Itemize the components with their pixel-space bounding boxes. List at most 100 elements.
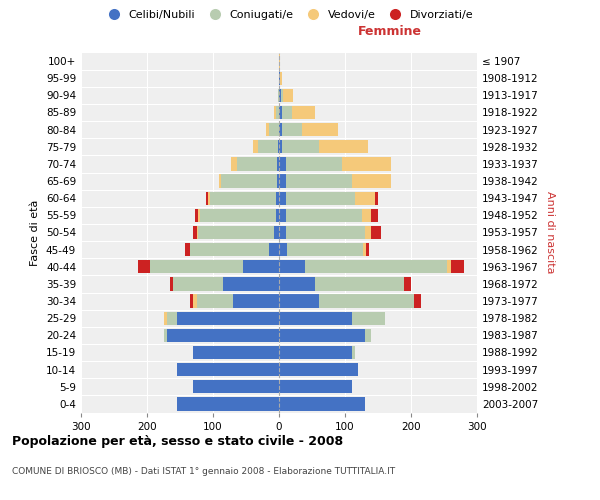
Y-axis label: Anni di nascita: Anni di nascita (545, 191, 555, 274)
Bar (305, 260, 447, 274)
Bar (279, 346, 352, 359)
Bar (371, 226, 382, 239)
Bar (319, 294, 415, 308)
Bar (280, 72, 283, 85)
Bar (279, 174, 286, 188)
Bar (150, 260, 242, 274)
Bar (238, 157, 277, 170)
Bar (276, 192, 279, 205)
Bar (278, 88, 279, 102)
Bar (281, 88, 283, 102)
Bar (193, 346, 279, 359)
Bar (286, 208, 361, 222)
Bar (233, 294, 279, 308)
Bar (231, 157, 238, 170)
Bar (279, 226, 286, 239)
Y-axis label: Fasce di età: Fasce di età (31, 200, 40, 266)
Bar (163, 328, 167, 342)
Bar (176, 363, 279, 376)
Bar (190, 243, 269, 256)
Bar (198, 226, 274, 239)
Bar (206, 192, 208, 205)
Bar (292, 106, 316, 119)
Bar (279, 312, 352, 325)
Text: Popolazione per età, sesso e stato civile - 2008: Popolazione per età, sesso e stato civil… (12, 435, 343, 448)
Bar (366, 243, 370, 256)
Bar (197, 226, 198, 239)
Bar (279, 260, 305, 274)
Bar (279, 72, 280, 85)
Legend: Celibi/Nubili, Coniugati/e, Vedovi/e, Divorziati/e: Celibi/Nubili, Coniugati/e, Vedovi/e, Di… (98, 6, 478, 25)
Bar (170, 277, 173, 290)
Bar (279, 54, 280, 68)
Bar (193, 294, 197, 308)
Bar (163, 312, 167, 325)
Bar (223, 277, 279, 290)
Bar (173, 277, 223, 290)
Bar (287, 243, 363, 256)
Bar (279, 294, 319, 308)
Bar (242, 260, 279, 274)
Bar (200, 208, 276, 222)
Bar (167, 312, 176, 325)
Bar (286, 157, 342, 170)
Bar (355, 192, 374, 205)
Bar (219, 174, 221, 188)
Bar (279, 328, 365, 342)
Bar (176, 312, 279, 325)
Bar (193, 226, 197, 239)
Bar (195, 208, 199, 222)
Bar (176, 397, 279, 410)
Text: Femmine: Femmine (358, 25, 422, 38)
Bar (361, 208, 371, 222)
Bar (193, 380, 279, 394)
Bar (279, 363, 358, 376)
Bar (208, 192, 210, 205)
Bar (279, 192, 286, 205)
Bar (286, 192, 355, 205)
Bar (279, 157, 286, 170)
Bar (279, 106, 283, 119)
Bar (277, 157, 279, 170)
Bar (274, 226, 279, 239)
Bar (279, 397, 365, 410)
Bar (283, 123, 302, 136)
Bar (286, 226, 365, 239)
Bar (269, 243, 279, 256)
Bar (279, 380, 352, 394)
Bar (316, 277, 404, 290)
Bar (404, 277, 411, 290)
Text: COMUNE DI BRIOSCO (MB) - Dati ISTAT 1° gennaio 2008 - Elaborazione TUTTITALIA.IT: COMUNE DI BRIOSCO (MB) - Dati ISTAT 1° g… (12, 468, 395, 476)
Bar (279, 140, 283, 153)
Bar (319, 140, 368, 153)
Bar (190, 294, 193, 308)
Bar (448, 260, 451, 274)
Bar (283, 140, 319, 153)
Bar (253, 140, 258, 153)
Bar (199, 208, 200, 222)
Bar (283, 88, 293, 102)
Bar (279, 208, 286, 222)
Bar (274, 106, 276, 119)
Bar (302, 123, 338, 136)
Bar (279, 243, 287, 256)
Bar (185, 243, 190, 256)
Bar (167, 328, 279, 342)
Bar (276, 208, 279, 222)
Bar (210, 192, 276, 205)
Bar (258, 140, 278, 153)
Bar (352, 312, 385, 325)
Bar (352, 346, 355, 359)
Bar (279, 123, 283, 136)
Bar (363, 243, 366, 256)
Bar (365, 328, 371, 342)
Bar (277, 174, 279, 188)
Bar (342, 157, 391, 170)
Bar (221, 174, 277, 188)
Bar (283, 106, 292, 119)
Bar (352, 174, 391, 188)
Bar (278, 140, 279, 153)
Bar (276, 106, 279, 119)
Bar (279, 277, 316, 290)
Bar (451, 260, 464, 274)
